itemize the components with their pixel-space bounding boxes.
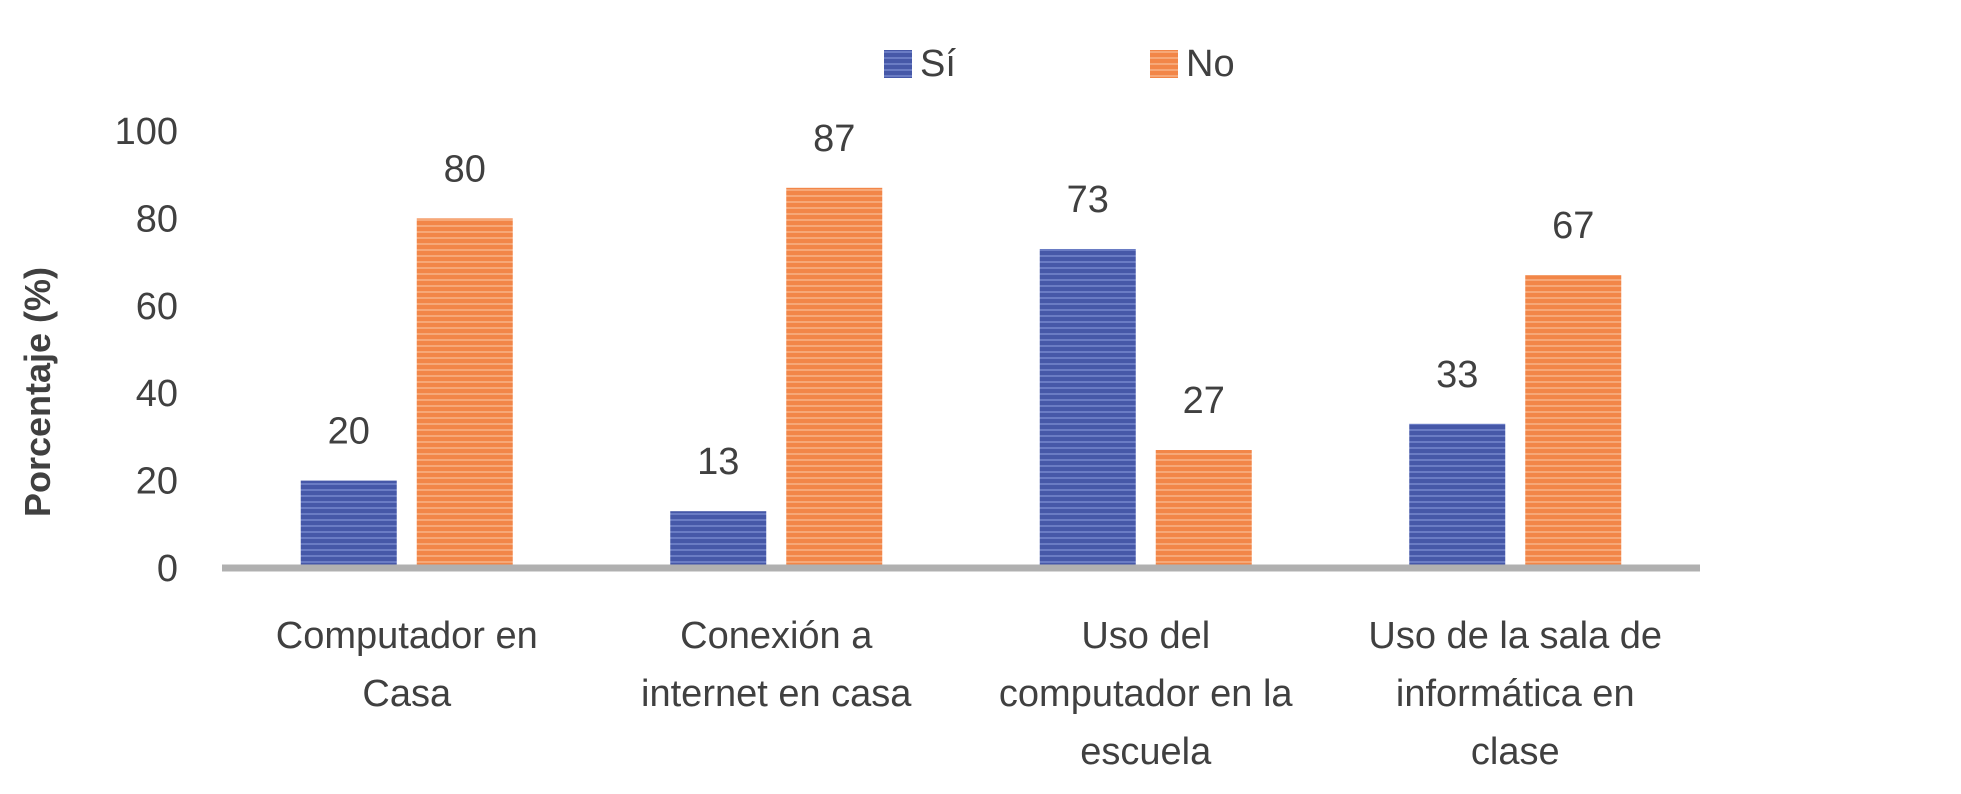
y-tick-label: 80 xyxy=(136,198,178,240)
legend-swatch xyxy=(884,50,912,78)
x-category-label: Conexión a internet en casa xyxy=(641,615,912,715)
legend-label: No xyxy=(1186,43,1235,85)
y-tick-label: 60 xyxy=(136,286,178,328)
data-label: 13 xyxy=(697,441,739,483)
data-label: 80 xyxy=(444,148,486,190)
bars: 20 80 13 87 73 27 33 67 xyxy=(300,118,1622,569)
x-category-label: Uso del computador en la escuela xyxy=(999,615,1293,773)
bar-no xyxy=(1155,450,1252,568)
legend-swatch xyxy=(1150,50,1178,78)
bar-no xyxy=(786,187,883,568)
y-tick-label: 100 xyxy=(115,111,178,153)
bar-si xyxy=(300,480,397,568)
legend: Sí No xyxy=(884,43,1235,85)
y-tick-label: 40 xyxy=(136,373,178,415)
bar-si xyxy=(670,511,767,568)
y-tick-label: 0 xyxy=(157,548,178,590)
data-label: 33 xyxy=(1436,354,1478,396)
x-category-label: Uso de la sala de informática en clase xyxy=(1368,615,1662,773)
data-label: 27 xyxy=(1183,380,1225,422)
data-label: 20 xyxy=(328,411,370,453)
data-label: 67 xyxy=(1552,205,1594,247)
bar-no xyxy=(1525,275,1622,568)
bar-si xyxy=(1039,248,1136,569)
bar-si xyxy=(1409,423,1506,568)
bar-no xyxy=(416,218,513,568)
y-tick-label: 20 xyxy=(136,461,178,503)
data-label: 87 xyxy=(813,118,855,160)
x-axis: Computador en Casa Conexión a internet en c… xyxy=(222,564,1700,773)
x-category-label: Computador en Casa xyxy=(276,615,538,715)
legend-label: Sí xyxy=(920,43,956,85)
y-axis: 0 20 40 60 80 100 xyxy=(115,111,178,590)
data-label: 73 xyxy=(1067,179,1109,221)
y-axis-title: Porcentaje (%) xyxy=(17,267,58,517)
